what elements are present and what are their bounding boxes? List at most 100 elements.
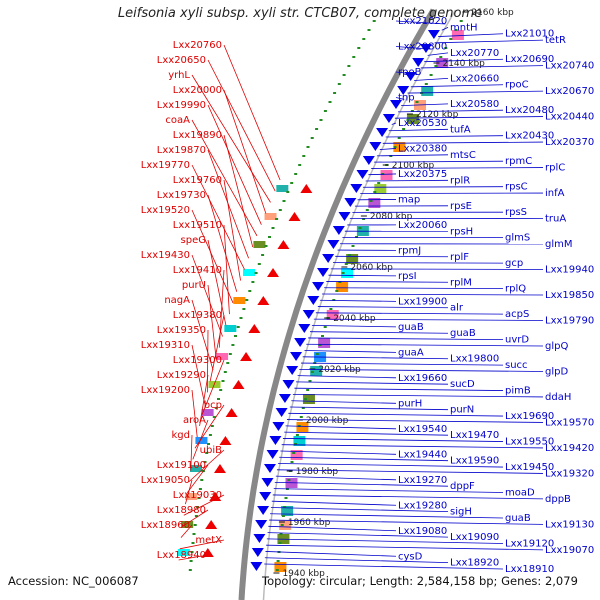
forward-gene-arrow <box>267 268 280 277</box>
reverse-label-leader <box>427 52 449 56</box>
reverse-label-leader <box>391 122 397 125</box>
cog-color-block <box>224 325 237 332</box>
orf-marker-outer <box>292 452 296 454</box>
reverse-gene-label: Lxx20770 <box>450 48 499 59</box>
reverse-label-leader <box>270 507 449 513</box>
forward-gene-arrow <box>248 324 261 333</box>
forward-gene-label: Lxx19030 <box>173 490 222 501</box>
reverse-gene-label: Lxx19320 <box>545 468 594 479</box>
orf-marker-inner <box>234 335 237 337</box>
forward-gene-label: kgd <box>172 430 191 441</box>
orf-marker-inner <box>200 479 204 481</box>
reverse-label-leader <box>289 406 449 411</box>
reverse-gene-label: Lxx20670 <box>545 86 594 97</box>
forward-gene-label: Lxx18980 <box>157 505 206 516</box>
orf-marker-inner <box>278 209 282 211</box>
orf-marker-inner <box>219 389 223 391</box>
orf-marker-inner <box>254 272 258 274</box>
reverse-gene-label: Lxx19280 <box>398 500 447 511</box>
orf-marker-outer <box>358 227 362 229</box>
orf-marker-outer <box>279 533 283 535</box>
orf-marker-inner <box>210 425 214 427</box>
forward-label-leader <box>178 554 209 561</box>
orf-marker-inner <box>196 506 200 508</box>
reverse-gene-label: Lxx20440 <box>545 112 594 123</box>
reverse-label-leader <box>297 375 397 379</box>
orf-marker-inner <box>264 245 268 247</box>
reverse-gene-arrow <box>253 534 266 543</box>
forward-gene-label: Lxx19890 <box>173 130 222 141</box>
cog-color-block <box>253 241 266 248</box>
forward-label-leader <box>223 224 230 315</box>
cog-color-block <box>451 30 464 40</box>
reverse-gene-label: Lxx19550 <box>505 437 554 448</box>
reverse-gene-label: Lxx19120 <box>505 539 554 550</box>
forward-gene-label: yrhL <box>168 70 190 81</box>
forward-gene-label: Lxx18940 <box>157 550 206 561</box>
reverse-gene-arrow <box>282 380 295 389</box>
forward-label-leader <box>207 104 262 225</box>
reverse-label-leader <box>267 532 449 538</box>
cog-color-block <box>368 198 381 208</box>
reverse-label-leader <box>308 337 504 341</box>
reverse-gene-arrow <box>427 30 440 39</box>
reverse-label-leader <box>291 400 397 404</box>
forward-gene-arrow <box>232 380 245 389</box>
orf-marker-inner <box>282 200 286 202</box>
orf-marker-inner <box>257 263 261 265</box>
reverse-gene-label: Lxx20480 <box>505 105 554 116</box>
reverse-label-leader <box>328 274 397 277</box>
reverse-gene-arrow <box>290 352 303 361</box>
forward-label-leader <box>223 134 254 248</box>
reverse-label-leader <box>362 186 504 188</box>
orf-marker-inner <box>315 128 319 130</box>
orf-marker-outer <box>402 128 406 130</box>
orf-marker-inner <box>302 155 306 157</box>
forward-gene-label: Lxx19310 <box>141 340 190 351</box>
reverse-gene-label: rplC <box>545 163 565 174</box>
forward-gene-label: Lxx20760 <box>173 40 222 51</box>
reverse-gene-arrow <box>332 226 345 235</box>
reverse-gene-label: gcp <box>505 258 523 269</box>
cog-color-block <box>406 114 419 124</box>
reverse-gene-label: alr <box>450 303 464 314</box>
orf-marker-inner <box>347 65 351 67</box>
reverse-label-leader <box>311 324 397 328</box>
cog-color-block <box>281 506 294 516</box>
reverse-gene-arrow <box>298 324 311 333</box>
cog-color-block <box>274 562 287 572</box>
orf-marker-outer <box>321 335 324 337</box>
orf-marker-outer <box>290 461 294 463</box>
reverse-label-leader <box>332 262 504 264</box>
forward-gene-arrow <box>277 240 290 249</box>
reverse-label-leader <box>441 27 449 31</box>
reverse-gene-label: dppF <box>450 481 475 492</box>
orf-marker-inner <box>228 353 232 355</box>
orf-marker-inner <box>189 560 193 562</box>
cog-color-block <box>336 282 349 292</box>
reverse-gene-arrow <box>266 450 279 459</box>
orf-marker-inner <box>191 542 195 544</box>
orf-marker-outer <box>351 245 355 247</box>
orf-marker-inner <box>342 74 346 76</box>
orf-marker-outer <box>341 272 345 274</box>
reverse-label-leader <box>319 299 397 302</box>
reverse-label-leader <box>326 281 449 283</box>
reverse-gene-arrow <box>307 296 320 305</box>
forward-label-leader <box>207 194 238 292</box>
forward-gene-label: Lxx19290 <box>157 370 206 381</box>
forward-label-leader <box>191 119 258 237</box>
reverse-label-leader <box>278 463 504 468</box>
cog-color-block <box>290 450 303 460</box>
orf-marker-inner <box>294 173 298 175</box>
reverse-gene-arrow <box>404 72 417 81</box>
reverse-gene-arrow <box>261 478 274 487</box>
cog-color-block <box>216 353 229 360</box>
orf-marker-outer <box>434 65 438 67</box>
accession-text: Accession: NC_006087 <box>8 574 139 588</box>
reverse-label-leader <box>295 381 449 385</box>
orf-marker-inner <box>188 569 192 571</box>
reverse-gene-arrow <box>350 184 363 193</box>
forward-label-leader <box>182 509 209 527</box>
forward-label-leader <box>191 209 234 304</box>
